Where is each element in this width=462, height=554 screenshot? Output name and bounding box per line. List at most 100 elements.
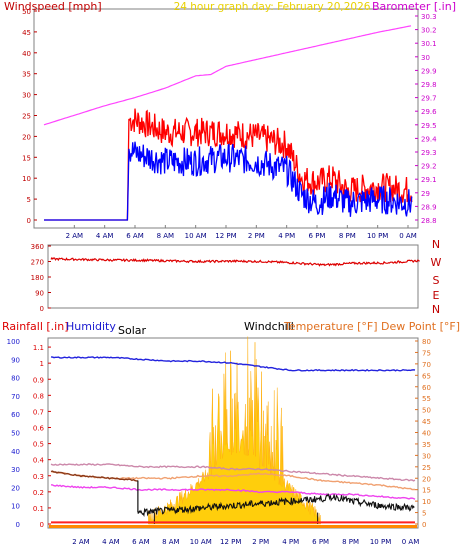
rain-tick-label: 0.5 — [33, 441, 44, 449]
time-tick-label: 0 AM — [399, 232, 417, 240]
top-panel: 0 5 10 15 20 25 30 35 40 45 50 28.8 28.9 29 29.1 29.2 29… — [22, 8, 437, 240]
temperature-dewpoint-axis-label: Temperature [°F] Dew Point [°F] — [283, 320, 460, 333]
windspeed-axis-label: Windspeed [mph] — [4, 0, 102, 13]
time-tick-label: 8 PM — [339, 232, 356, 240]
windspeed-tick-label: 30 — [22, 92, 31, 100]
barometer-tick-label: 29 — [421, 190, 430, 198]
top-chart-title: 24 hour graph day: February 20,2026 — [174, 1, 371, 13]
temp-tick-label: 50 — [422, 407, 431, 415]
temp-tick-label: 65 — [422, 372, 431, 380]
time-tick-label: 2 AM — [66, 232, 84, 240]
dew-point-line — [50, 484, 416, 500]
barometer-tick-label: 29.7 — [421, 95, 437, 103]
windspeed-tick-label: 35 — [22, 71, 31, 79]
apparent-temp-line — [50, 463, 416, 482]
compass-label: S — [433, 274, 440, 287]
windspeed-tick-label: 50 — [22, 8, 31, 16]
barometer-tick-label: 30 — [421, 54, 430, 62]
wind-dir-panel-frame — [47, 244, 419, 309]
humidity-tick-label: 20 — [11, 484, 20, 492]
temp-tick-label: 20 — [422, 475, 431, 483]
direction-tick-label: 270 — [31, 259, 44, 267]
time-tick-label: 10 AM — [190, 538, 212, 546]
humidity-tick-label: 50 — [11, 430, 20, 438]
solar-area — [148, 336, 321, 525]
humidity-tick-label: 100 — [7, 338, 20, 346]
rain-tick-label: 0.7 — [33, 408, 44, 416]
time-tick-label: 6 PM — [309, 232, 326, 240]
windchill-line — [137, 493, 415, 517]
solar-label: Solar — [118, 324, 147, 337]
direction-tick-label: 180 — [31, 274, 44, 282]
humidity-tick-label: 60 — [11, 411, 20, 419]
humidity-tick-label: 40 — [11, 448, 20, 456]
time-tick-label: 6 AM — [132, 538, 150, 546]
bottom-panel: 010203040506070809010000.10.20.30.40.50.… — [7, 336, 431, 546]
barometer-tick-label: 30.2 — [421, 27, 437, 35]
barometer-axis-label: Barometer [.in] — [372, 0, 456, 13]
temp-tick-label: 80 — [422, 338, 431, 346]
compass-label: E — [433, 289, 440, 302]
compass-label: N — [432, 303, 440, 316]
humidity-tick-label: 90 — [11, 356, 20, 364]
rain-tick-label: 1 — [40, 360, 44, 368]
rain-tick-label: 0.1 — [33, 505, 44, 513]
time-tick-label: 8 PM — [342, 538, 359, 546]
barometer-tick-label: 28.8 — [421, 217, 437, 225]
windspeed-tick-label: 10 — [22, 175, 31, 183]
temp-tick-label: 15 — [422, 487, 431, 495]
barometer-tick-label: 29.3 — [421, 149, 437, 157]
temp-tick-label: 10 — [422, 498, 431, 506]
barometer-tick-label: 28.9 — [421, 203, 437, 211]
compass-label: N — [432, 238, 440, 251]
rain-tick-label: 0 — [40, 521, 44, 529]
windspeed-tick-label: 0 — [27, 217, 31, 225]
time-tick-label: 8 AM — [157, 232, 175, 240]
humidity-tick-label: 70 — [11, 393, 20, 401]
time-tick-label: 4 AM — [96, 232, 114, 240]
rain-tick-label: 0.2 — [33, 489, 44, 497]
rain-tick-label: 0.9 — [33, 376, 44, 384]
windchill-label: Windchill — [244, 320, 294, 333]
time-tick-label: 2 PM — [248, 232, 265, 240]
temp-tick-label: 0 — [422, 521, 426, 529]
temp-tick-label: 5 — [422, 510, 426, 518]
wind-speed-line — [44, 141, 413, 221]
time-tick-label: 4 PM — [282, 538, 299, 546]
humidity-tick-label: 30 — [11, 466, 20, 474]
humidity-tick-label: 10 — [11, 503, 20, 511]
humidity-label: Humidity — [66, 320, 116, 333]
barometer-tick-label: 29.8 — [421, 81, 437, 89]
temp-tick-label: 55 — [422, 395, 431, 403]
time-tick-label: 6 PM — [312, 538, 329, 546]
time-tick-label: 10 AM — [185, 232, 207, 240]
rain-tick-label: 0.6 — [33, 425, 45, 433]
compass-label: W — [431, 256, 442, 269]
barometer-tick-label: 29.6 — [421, 108, 437, 116]
barometer-tick-label: 29.2 — [421, 163, 437, 171]
temp-tick-label: 30 — [422, 452, 431, 460]
barometer-tick-label: 29.5 — [421, 122, 437, 130]
top-panel-frame — [33, 8, 419, 229]
time-tick-label: 8 AM — [162, 538, 180, 546]
rainfall-bar-strip — [49, 525, 417, 528]
time-tick-label: 0 AM — [402, 538, 420, 546]
direction-tick-label: 0 — [40, 305, 44, 313]
rain-tick-label: 0.4 — [33, 457, 45, 465]
wind-direction-line — [50, 256, 420, 267]
barometer-tick-label: 30.3 — [421, 13, 437, 21]
time-tick-label: 12 PM — [220, 538, 241, 546]
temp-tick-label: 75 — [422, 349, 431, 357]
barometer-line — [43, 25, 412, 126]
indoor-temp-line — [50, 470, 138, 482]
temp-tick-label: 35 — [422, 441, 431, 449]
direction-tick-label: 90 — [35, 290, 44, 298]
windspeed-tick-label: 20 — [22, 133, 31, 141]
rain-tick-label: 1.1 — [33, 344, 44, 352]
windspeed-tick-label: 15 — [22, 154, 31, 162]
rainfall-axis-label: Rainfall [.in] — [2, 320, 69, 333]
time-tick-label: 4 AM — [102, 538, 120, 546]
time-tick-label: 12 PM — [215, 232, 236, 240]
